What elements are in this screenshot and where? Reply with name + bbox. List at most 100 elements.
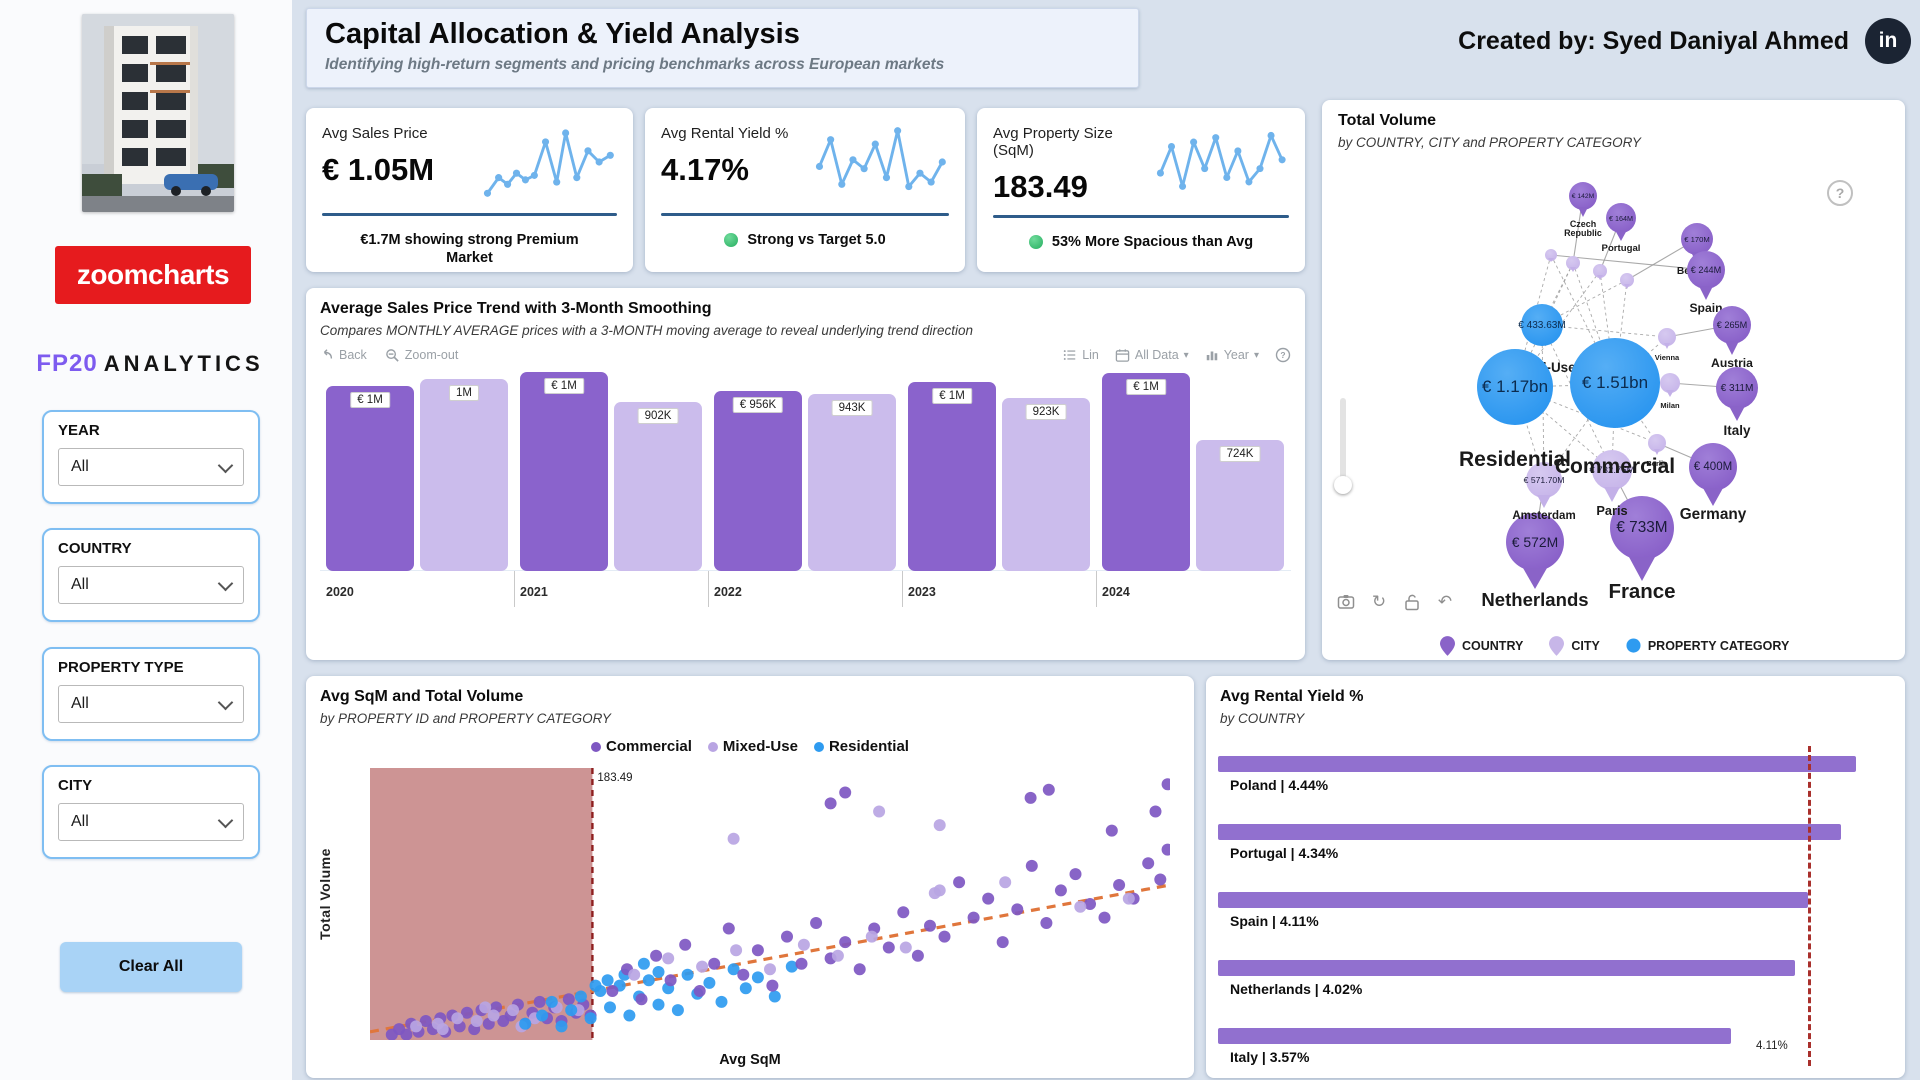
- scatter-point[interactable]: [652, 998, 665, 1011]
- scatter-point[interactable]: [1161, 778, 1170, 791]
- scatter-point[interactable]: [730, 944, 743, 957]
- network-node-spain[interactable]: € 244M Spain: [1687, 251, 1725, 315]
- network-node-vienna[interactable]: Vienna: [1655, 328, 1679, 362]
- scatter-point[interactable]: [635, 993, 648, 1006]
- all-data-dropdown[interactable]: All Data ▾: [1115, 348, 1189, 363]
- scatter-point[interactable]: [1024, 791, 1037, 804]
- trend-bar[interactable]: € 1M: [326, 386, 414, 571]
- scatter-point[interactable]: [853, 963, 866, 976]
- scatter-point[interactable]: [831, 949, 844, 962]
- scatter-point[interactable]: [953, 876, 966, 889]
- scatter-point[interactable]: [781, 930, 793, 943]
- scatter-point[interactable]: [519, 1017, 532, 1030]
- scatter-point[interactable]: [562, 993, 575, 1006]
- network-node-residential[interactable]: € 1.17bn Residential: [1459, 349, 1571, 471]
- network-node-portugal[interactable]: € 164M Portugal: [1602, 203, 1640, 254]
- trend-bar[interactable]: € 1M: [520, 372, 608, 571]
- undo-icon[interactable]: ↶: [1437, 592, 1453, 611]
- network-node-mixed-use[interactable]: € 433.63MMixed-Use: [1508, 304, 1576, 375]
- scatter-point[interactable]: [584, 1012, 597, 1025]
- linear-scale-button[interactable]: Lin: [1063, 348, 1099, 362]
- network-node-city[interactable]: [1620, 273, 1634, 289]
- scatter-point[interactable]: [810, 917, 823, 929]
- trend-bar[interactable]: € 1M: [908, 382, 996, 571]
- help-button[interactable]: ?: [1275, 347, 1291, 363]
- scatter-point[interactable]: [999, 876, 1012, 889]
- network-node-milan[interactable]: Milan: [1660, 373, 1680, 410]
- scatter-point[interactable]: [715, 995, 728, 1008]
- scatter-point[interactable]: [589, 979, 602, 992]
- scatter-point[interactable]: [642, 974, 655, 987]
- yield-bar[interactable]: [1218, 824, 1842, 840]
- scatter-point[interactable]: [479, 1001, 492, 1014]
- network-node-germany[interactable]: € 400M Germany: [1680, 443, 1746, 523]
- trend-bar[interactable]: 943K: [808, 394, 896, 571]
- legend-item-city[interactable]: CITY: [1549, 636, 1600, 656]
- scatter-point[interactable]: [601, 974, 614, 987]
- legend-item-country[interactable]: COUNTRY: [1440, 636, 1523, 656]
- filter-property-type-select[interactable]: All: [58, 685, 244, 723]
- scatter-point[interactable]: [606, 985, 619, 997]
- back-button[interactable]: Back: [320, 348, 367, 362]
- scatter-point[interactable]: [751, 971, 764, 984]
- legend-item-commercial[interactable]: Commercial: [591, 738, 692, 755]
- scatter-point[interactable]: [1084, 898, 1096, 910]
- zoom-out-button[interactable]: Zoom-out: [385, 348, 458, 363]
- scatter-point[interactable]: [545, 995, 558, 1008]
- scatter-point[interactable]: [727, 963, 740, 976]
- clear-all-button[interactable]: Clear All: [60, 942, 242, 992]
- scatter-point[interactable]: [461, 1006, 473, 1019]
- scatter-point[interactable]: [911, 949, 924, 962]
- zoom-slider[interactable]: [1334, 398, 1352, 494]
- scatter-point[interactable]: [681, 968, 694, 981]
- scatter-point[interactable]: [751, 944, 764, 957]
- yield-bar[interactable]: [1218, 756, 1856, 772]
- scatter-point[interactable]: [533, 995, 546, 1008]
- scatter-point[interactable]: [933, 819, 946, 832]
- help-icon[interactable]: ?: [1827, 180, 1853, 206]
- filter-country-select[interactable]: All: [58, 566, 244, 604]
- legend-item-property-category[interactable]: PROPERTY CATEGORY: [1626, 636, 1789, 656]
- network-node-france[interactable]: € 733M France: [1608, 496, 1676, 603]
- scatter-point[interactable]: [574, 990, 587, 1003]
- scatter-point[interactable]: [637, 957, 650, 970]
- network-node-city[interactable]: [1566, 256, 1580, 272]
- scatter-point[interactable]: [839, 786, 852, 799]
- scatter-point[interactable]: [487, 1009, 500, 1022]
- scatter-point[interactable]: [1113, 879, 1126, 891]
- scatter-point[interactable]: [436, 1023, 449, 1036]
- yield-bar[interactable]: [1218, 960, 1796, 976]
- scatter-point[interactable]: [623, 1009, 636, 1022]
- scatter-point[interactable]: [897, 906, 910, 919]
- scatter-point[interactable]: [662, 952, 675, 965]
- linkedin-icon[interactable]: in: [1865, 18, 1911, 64]
- network-node-netherlands[interactable]: € 572M Netherlands: [1481, 513, 1589, 610]
- scatter-point[interactable]: [451, 1012, 464, 1025]
- trend-bar[interactable]: € 1M: [1102, 373, 1190, 571]
- network-node-commercial[interactable]: € 1.51bn Commercial: [1555, 338, 1675, 478]
- scatter-point[interactable]: [768, 990, 781, 1003]
- legend-item-mixed-use[interactable]: Mixed-Use: [707, 738, 798, 755]
- trend-bar[interactable]: € 956K: [714, 391, 802, 571]
- scatter-point[interactable]: [785, 960, 798, 973]
- scatter-point[interactable]: [1098, 911, 1111, 924]
- scatter-point[interactable]: [1054, 884, 1067, 897]
- scatter-point[interactable]: [671, 1004, 684, 1017]
- refresh-icon[interactable]: ↻: [1371, 592, 1387, 611]
- scatter-point[interactable]: [1142, 857, 1155, 870]
- scatter-point[interactable]: [650, 949, 663, 962]
- trend-bar[interactable]: 902K: [614, 402, 702, 571]
- scatter-point[interactable]: [1161, 843, 1170, 856]
- scatter-point[interactable]: [996, 936, 1009, 949]
- trend-bar[interactable]: 923K: [1002, 398, 1090, 571]
- scatter-point[interactable]: [1069, 868, 1082, 881]
- scatter-point[interactable]: [839, 936, 852, 949]
- scatter-point[interactable]: [470, 1015, 483, 1027]
- filter-city-select[interactable]: All: [58, 803, 244, 841]
- scatter-point[interactable]: [795, 957, 808, 970]
- scatter-point[interactable]: [739, 982, 752, 995]
- scatter-point[interactable]: [696, 960, 709, 973]
- network-node-amsterdam[interactable]: € 571.70M Amsterdam: [1512, 462, 1576, 522]
- scatter-point[interactable]: [928, 887, 941, 900]
- scatter-point[interactable]: [924, 919, 936, 932]
